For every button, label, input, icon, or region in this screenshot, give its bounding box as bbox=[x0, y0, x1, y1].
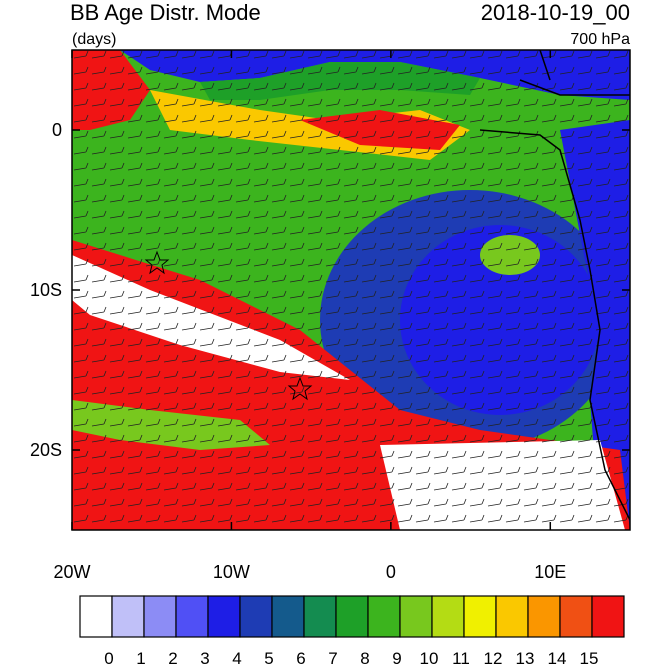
wind-barbs bbox=[72, 50, 630, 530]
colorbar-box bbox=[239, 595, 273, 638]
y-tick-label: 10S bbox=[30, 280, 62, 300]
colorbar-box bbox=[271, 595, 305, 638]
y-tick-label: 0 bbox=[52, 120, 62, 140]
colorbar-box bbox=[175, 595, 209, 638]
colorbar-box bbox=[591, 595, 625, 638]
colorbar-box bbox=[527, 595, 561, 638]
colorbar-box bbox=[111, 595, 145, 638]
colorbar-box bbox=[431, 595, 465, 638]
colorbar-label: 5 bbox=[264, 649, 273, 667]
colorbar-box bbox=[303, 595, 337, 638]
colorbar-box bbox=[495, 595, 529, 638]
colorbar-label: 11 bbox=[452, 649, 470, 667]
field bbox=[72, 50, 630, 530]
colorbar-box bbox=[335, 595, 369, 638]
level: 700 hPa bbox=[570, 31, 630, 48]
colorbar-label: 4 bbox=[232, 649, 241, 667]
y-tick-label: 20S bbox=[30, 440, 62, 460]
colorbar-box bbox=[79, 595, 113, 638]
colorbar-label: 12 bbox=[484, 649, 503, 667]
colorbar-label: 3 bbox=[200, 649, 209, 667]
colorbar-box bbox=[367, 595, 401, 638]
colorbar-box bbox=[559, 595, 593, 638]
coastline bbox=[479, 50, 630, 521]
colorbar-box bbox=[463, 595, 497, 638]
colorbar-box bbox=[399, 595, 433, 638]
site-marker bbox=[144, 250, 170, 275]
colorbar-label: 1 bbox=[136, 649, 145, 667]
colorbar-label: 9 bbox=[392, 649, 401, 667]
date: 2018-10-19_00 bbox=[481, 0, 630, 25]
colorbar-label: 6 bbox=[296, 649, 305, 667]
colorbar-label: 8 bbox=[360, 649, 369, 667]
colorbar-label: 0 bbox=[104, 649, 113, 667]
units: (days) bbox=[72, 31, 116, 48]
colorbar-label: 14 bbox=[548, 649, 567, 667]
title: BB Age Distr. Mode bbox=[70, 0, 261, 25]
colorbar-box bbox=[143, 595, 177, 638]
x-tick-label: 10E bbox=[534, 562, 566, 582]
x-tick-label: 0 bbox=[386, 562, 396, 582]
x-tick-label: 10W bbox=[213, 562, 250, 582]
colorbar-label: 10 bbox=[420, 649, 439, 667]
colorbar-label: 2 bbox=[168, 649, 177, 667]
colorbar-label: 15 bbox=[580, 649, 599, 667]
colorbar-label: 7 bbox=[328, 649, 337, 667]
site-marker bbox=[287, 376, 313, 401]
colorbar-box bbox=[207, 595, 241, 638]
x-tick-label: 20W bbox=[53, 562, 90, 582]
colorbar-label: 13 bbox=[516, 649, 535, 667]
